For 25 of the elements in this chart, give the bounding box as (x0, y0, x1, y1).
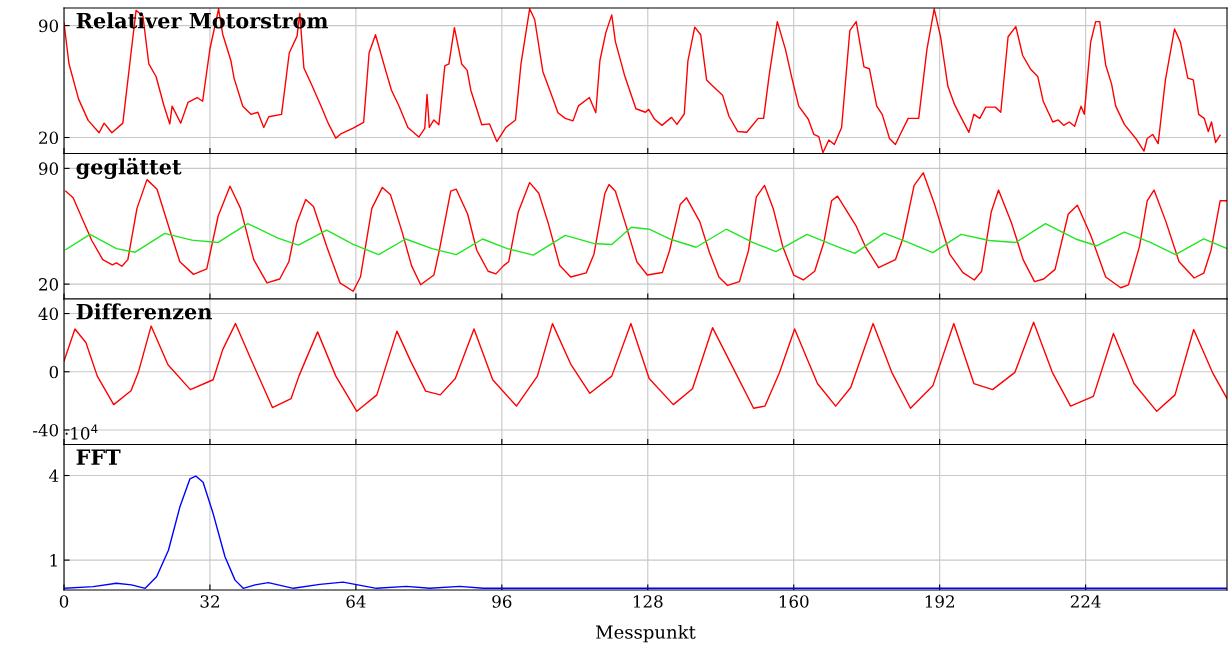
line-series (64, 8, 1221, 154)
x-tick-label: 0 (59, 595, 69, 608)
x-tick-label: 192 (925, 595, 954, 608)
x-tick-label: 64 (346, 595, 366, 608)
annotation: ·10$^{4}$ (65, 424, 98, 440)
y-tick-label: 4 (49, 469, 59, 482)
x-tick-label: 32 (200, 595, 219, 608)
x-axis-title: Messpunkt (596, 624, 696, 643)
y-tick-label: 20 (39, 278, 59, 291)
y-tick-label: -40 (33, 423, 59, 437)
y-tick-label: 0 (49, 365, 59, 379)
y-tick-label: 20 (39, 131, 59, 145)
x-tick-label: 128 (633, 595, 663, 608)
x-tick-label: 224 (1070, 595, 1101, 608)
x-tick-label: 160 (779, 595, 809, 608)
line-series (65, 222, 1227, 256)
y-tick-label: 40 (38, 307, 59, 321)
y-tick-label: 90 (38, 162, 59, 175)
chart-title: Differenzen (76, 303, 212, 320)
y-tick-label: 90 (38, 19, 59, 33)
line-series (64, 321, 1227, 413)
y-tick-label: 1 (50, 554, 57, 567)
chart-title: geglättet (76, 157, 182, 179)
chart-title: FFT (76, 449, 121, 465)
x-tick-label: 96 (492, 595, 512, 608)
